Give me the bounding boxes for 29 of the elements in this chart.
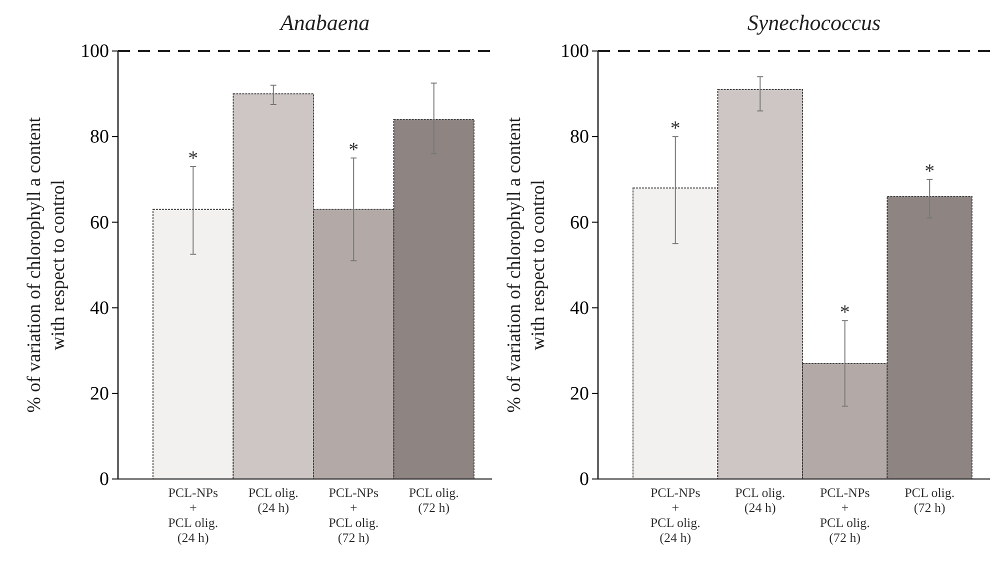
annotation: * (924, 160, 935, 182)
annotation: * (188, 148, 198, 170)
chart-title: Synechococcus (747, 10, 881, 35)
y-tick-label: 100 (560, 41, 589, 62)
x-tick-label: PCL-NPs + PCL olig. (72 h) (328, 485, 379, 545)
y-axis-title: % of variation of chlorophyll a content with respect to control (24, 116, 69, 413)
y-tick-label: 100 (80, 41, 109, 62)
chart-title: Anabaena (278, 10, 370, 35)
y-tick-label: 80 (90, 126, 109, 148)
y-tick-label: 20 (570, 383, 589, 404)
x-tick-label: PCL-NPs + PCL olig. (24 h) (650, 485, 700, 545)
y-tick-label: 0 (580, 469, 589, 490)
y-tick-label: 20 (90, 383, 109, 404)
x-tick-label: PCL-NPs + PCL olig. (72 h) (820, 485, 870, 545)
x-tick-label: PCL olig. (72 h) (904, 485, 955, 515)
y-tick-label: 60 (90, 212, 109, 234)
y-tick-label: 80 (570, 126, 589, 148)
x-tick-label: PCL olig. (24 h) (735, 485, 786, 515)
annotation: * (840, 302, 850, 324)
y-axis-title: % of variation of chlorophyll a content with respect to control (504, 116, 549, 413)
y-tick-label: 40 (570, 298, 589, 319)
annotation: * (348, 139, 359, 161)
x-tick-label: PCL olig. (24 h) (248, 485, 298, 515)
y-tick-label: 60 (570, 212, 589, 234)
y-tick-label: 40 (90, 298, 109, 319)
x-tick-label: PCL olig. (72 h) (408, 485, 459, 515)
annotation: * (670, 118, 680, 140)
x-tick-label: PCL-NPs + PCL olig. (24 h) (168, 485, 218, 545)
y-tick-label: 0 (100, 469, 109, 490)
